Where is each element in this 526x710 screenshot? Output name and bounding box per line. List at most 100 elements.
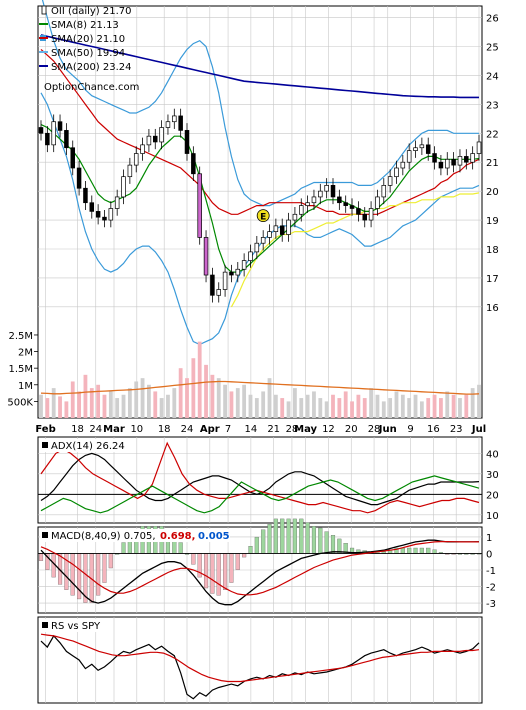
candle-body — [457, 156, 463, 166]
macd-histogram-bar — [299, 518, 304, 554]
candle-body — [337, 196, 342, 204]
macd-histogram-bar — [229, 553, 234, 583]
plus-di-line — [40, 475, 480, 514]
candle-body — [216, 289, 221, 296]
volume-bar — [102, 394, 107, 418]
x-axis-tick-label: Jul — [471, 424, 486, 435]
macd-histogram-bar — [254, 536, 259, 554]
x-axis-tick-label: 21 — [267, 424, 280, 435]
volume-bar — [286, 401, 291, 418]
volume-bar — [204, 364, 208, 418]
volume-bar — [223, 384, 227, 418]
candle-body — [159, 127, 164, 143]
volume-bar — [248, 394, 253, 418]
macd-histogram-bar — [311, 526, 317, 554]
macd-histogram-bar — [108, 553, 113, 569]
candle-body — [140, 144, 145, 154]
x-axis-tick-label: 18 — [158, 424, 171, 435]
candle-body — [451, 158, 456, 166]
macd-histogram-bar — [191, 553, 196, 565]
volume-bar — [458, 398, 462, 418]
candle-body — [89, 202, 95, 212]
volume-bar — [242, 384, 247, 418]
macd-y-tick-label: 0 — [486, 549, 492, 560]
volume-bar — [375, 394, 380, 418]
x-axis-tick-label: 24 — [89, 424, 102, 435]
macd-histogram-bar — [102, 553, 107, 583]
macd-histogram-bar — [261, 529, 266, 554]
candle-body — [114, 196, 120, 209]
price-y-tick-label: 23 — [486, 100, 499, 111]
volume-bar — [159, 398, 164, 418]
volume-bar — [147, 384, 151, 418]
price-y-tick-label: 26 — [486, 14, 499, 25]
volume-bar — [254, 398, 259, 418]
volume-bar — [293, 388, 297, 418]
adx-y-tick-label: 30 — [486, 470, 499, 481]
candle-body — [153, 135, 158, 143]
macd-histogram-bar — [38, 553, 44, 561]
candle-body — [108, 208, 114, 221]
candle-body — [95, 211, 101, 218]
candle-body — [279, 225, 285, 235]
volume-bar — [172, 388, 177, 418]
adx-y-tick-label: 10 — [486, 511, 499, 522]
candle-body — [70, 147, 75, 169]
legend-entry-label: SMA(50) 19.94 — [51, 48, 125, 59]
macd-histogram-value: 0.005 — [198, 531, 230, 542]
volume-bar — [312, 391, 316, 418]
candle-body — [146, 135, 152, 146]
macd-histogram-bar — [210, 553, 215, 594]
price-y-tick-label: 21 — [486, 158, 499, 169]
x-axis-tick-label: Mar — [103, 424, 125, 435]
macd-histogram-bar — [324, 531, 329, 554]
adx-label-swatch — [42, 442, 48, 448]
volume-bar — [369, 388, 373, 418]
volume-y-tick-label: 2M — [18, 348, 33, 359]
macd-histogram-bar — [413, 547, 418, 554]
volume-bar — [273, 394, 278, 418]
volume-bar — [470, 388, 475, 418]
volume-bar — [178, 368, 183, 418]
macd-histogram-bar — [432, 549, 437, 554]
candle-body — [203, 237, 209, 276]
macd-histogram-bar — [248, 546, 253, 554]
macd-histogram-bar — [286, 518, 291, 554]
candle-body — [425, 144, 431, 154]
volume-bar — [350, 401, 354, 418]
candle-body — [375, 196, 380, 209]
adx-label: ADX(14) 26.24 — [51, 441, 125, 452]
candle-body — [394, 167, 399, 178]
macd-histogram-bar — [70, 553, 75, 596]
volume-bar — [166, 394, 170, 418]
volume-bar — [153, 391, 158, 418]
candle-body — [127, 164, 133, 178]
sma200-line — [40, 34, 479, 99]
x-axis-tick-label: May — [294, 424, 317, 435]
volume-bar — [343, 391, 348, 418]
volume-bar — [235, 388, 240, 418]
candle-body — [470, 153, 475, 163]
volume-bar — [362, 398, 367, 418]
price-y-tick-label: 25 — [486, 43, 499, 54]
volume-bar — [70, 381, 75, 418]
volume-bar — [140, 378, 145, 418]
volume-bar — [127, 388, 132, 418]
macd-y-tick-label: 1 — [486, 533, 492, 544]
volume-bar — [356, 394, 361, 418]
rs-label-swatch — [42, 622, 48, 628]
candle-body — [51, 121, 56, 146]
macd-histogram-bar — [305, 522, 310, 554]
candle-body — [356, 208, 361, 215]
candle-body — [83, 187, 88, 204]
candle-body — [191, 153, 196, 175]
x-axis-tick-label: 28 — [368, 424, 381, 435]
candle-body — [349, 205, 355, 209]
earnings-event-marker — [256, 209, 270, 223]
volume-bar — [96, 384, 101, 418]
x-axis-tick-label: Jun — [378, 424, 397, 435]
volume-bar — [432, 394, 437, 418]
legend-entry-label: SMA(8) 21.13 — [51, 20, 119, 31]
sma50-line — [230, 192, 480, 308]
macd-histogram-bar — [216, 553, 221, 596]
